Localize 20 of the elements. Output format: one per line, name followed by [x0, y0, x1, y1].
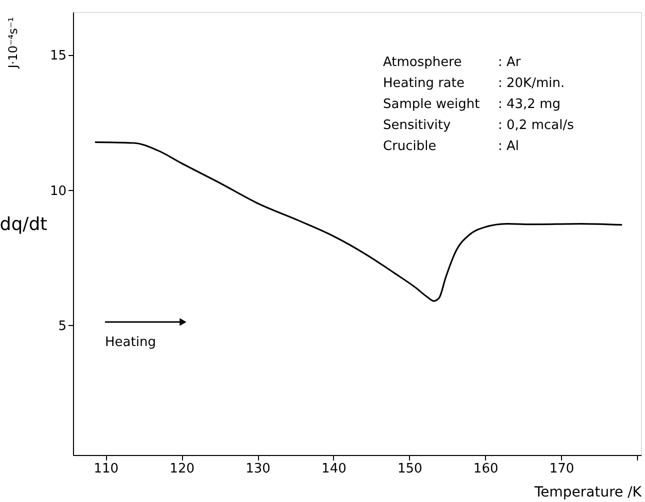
text: Heating rate : 20K/min.	[383, 76, 565, 91]
x-tick-label: 150	[397, 462, 422, 476]
y-tick-label: 10	[50, 184, 66, 199]
annotation: Heating	[105, 335, 156, 350]
y-axis-title: dq/dt	[0, 214, 48, 235]
x-axis-title: Temperature /K	[533, 484, 642, 500]
x-tick-label: 130	[246, 462, 270, 476]
x-tick-label: 160	[473, 462, 498, 476]
x-tick-label: 120	[170, 462, 194, 476]
text: Sample weight : 43,2 mg	[383, 97, 561, 112]
line-series	[94, 141, 623, 302]
text: J·10⁻⁴s⁻¹	[6, 16, 20, 70]
text: Atmosphere : Ar	[383, 55, 521, 70]
text: Crucible : Al	[383, 139, 520, 154]
text: Sensitivity : 0,2 mcal/s	[383, 118, 574, 133]
x-tick-label: 140	[322, 462, 346, 476]
y-tick-label: 15	[50, 48, 66, 64]
x-tick-label: 170	[549, 462, 574, 476]
x-tick-label: 110	[94, 462, 119, 476]
y-tick-label: 5	[58, 318, 66, 334]
